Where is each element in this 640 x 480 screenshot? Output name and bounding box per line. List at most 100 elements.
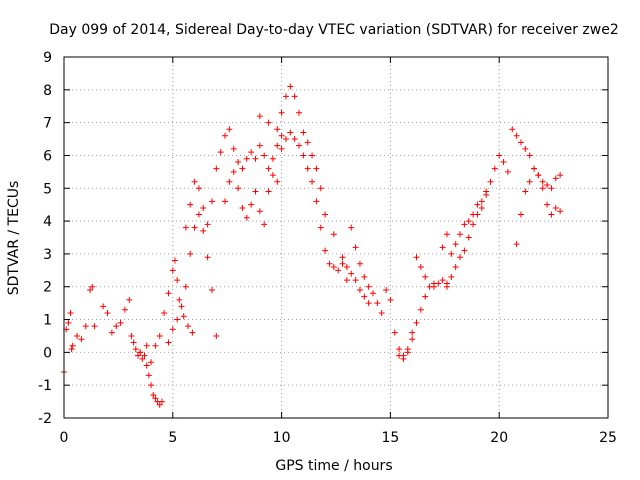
data-point xyxy=(335,267,342,274)
data-point xyxy=(330,264,337,271)
data-point xyxy=(278,109,285,116)
data-point xyxy=(117,319,124,326)
data-point xyxy=(174,316,181,323)
data-point xyxy=(443,283,450,290)
x-tick-label: 10 xyxy=(273,430,291,446)
data-point xyxy=(465,234,472,241)
data-point xyxy=(548,211,555,218)
data-point xyxy=(204,254,211,261)
data-point xyxy=(448,273,455,280)
data-point xyxy=(68,346,75,353)
y-tick-label: -1 xyxy=(38,378,52,394)
data-point xyxy=(261,221,268,228)
data-point xyxy=(226,126,233,133)
data-point xyxy=(517,211,524,218)
data-point xyxy=(448,250,455,257)
data-point xyxy=(400,355,407,362)
data-point xyxy=(361,273,368,280)
data-point xyxy=(121,306,128,313)
data-point xyxy=(500,159,507,166)
x-axis-label: GPS time / hours xyxy=(275,458,392,474)
data-point xyxy=(365,283,372,290)
data-point xyxy=(256,142,263,149)
data-point xyxy=(557,208,564,215)
data-point xyxy=(526,152,533,159)
data-point xyxy=(361,293,368,300)
data-point xyxy=(300,152,307,159)
data-point xyxy=(539,178,546,185)
data-point xyxy=(430,283,437,290)
data-point xyxy=(365,300,372,307)
data-point xyxy=(552,175,559,182)
data-point xyxy=(235,159,242,166)
data-point xyxy=(269,155,276,162)
data-point xyxy=(91,323,98,330)
data-point xyxy=(535,172,542,179)
data-point xyxy=(67,309,74,316)
data-point xyxy=(89,283,96,290)
y-tick-label: -2 xyxy=(38,411,52,427)
data-point xyxy=(443,231,450,238)
data-point xyxy=(291,136,298,143)
data-point xyxy=(348,270,355,277)
data-point xyxy=(195,185,202,192)
data-point xyxy=(291,93,298,100)
x-tick-label: 15 xyxy=(381,430,399,446)
data-point xyxy=(461,221,468,228)
y-axis-label: SDTVAR / TECUs xyxy=(6,181,22,296)
data-point xyxy=(252,188,259,195)
y-tick-label: 0 xyxy=(43,345,52,361)
data-point xyxy=(208,198,215,205)
data-point xyxy=(517,139,524,146)
data-point xyxy=(126,296,133,303)
data-point xyxy=(204,221,211,228)
data-point xyxy=(187,201,194,208)
y-tick-label: 9 xyxy=(43,50,52,66)
grid-lines xyxy=(64,57,608,418)
data-point xyxy=(287,129,294,136)
data-point xyxy=(396,352,403,359)
data-point xyxy=(309,178,316,185)
data-point xyxy=(435,280,442,287)
data-point xyxy=(404,349,411,356)
data-point xyxy=(461,247,468,254)
data-point xyxy=(156,401,163,408)
data-point xyxy=(343,264,350,271)
y-tick-label: 7 xyxy=(43,116,52,132)
data-point xyxy=(278,132,285,139)
data-point xyxy=(522,188,529,195)
data-point xyxy=(143,342,150,349)
data-point xyxy=(309,152,316,159)
data-point xyxy=(248,149,255,156)
data-point xyxy=(539,185,546,192)
data-point xyxy=(391,329,398,336)
data-point xyxy=(417,264,424,271)
data-point xyxy=(185,323,192,330)
data-point xyxy=(187,250,194,257)
data-point xyxy=(178,303,185,310)
data-point xyxy=(65,319,72,326)
data-point xyxy=(544,201,551,208)
data-point xyxy=(182,283,189,290)
data-point xyxy=(356,287,363,294)
data-point xyxy=(282,136,289,143)
plot-frame xyxy=(63,56,609,419)
data-point xyxy=(474,201,481,208)
data-point xyxy=(243,155,250,162)
data-point xyxy=(339,260,346,267)
data-point xyxy=(352,277,359,284)
data-point xyxy=(265,119,272,126)
data-point xyxy=(465,218,472,225)
data-point xyxy=(409,329,416,336)
data-point xyxy=(296,142,303,149)
data-point xyxy=(326,260,333,267)
data-point xyxy=(452,264,459,271)
data-point xyxy=(171,257,178,264)
data-point xyxy=(413,319,420,326)
data-point xyxy=(69,342,76,349)
data-point xyxy=(491,165,498,172)
data-point xyxy=(87,287,94,294)
data-point xyxy=(356,260,363,267)
chart-title: Day 099 of 2014, Sidereal Day-to-day VTE… xyxy=(49,22,619,38)
